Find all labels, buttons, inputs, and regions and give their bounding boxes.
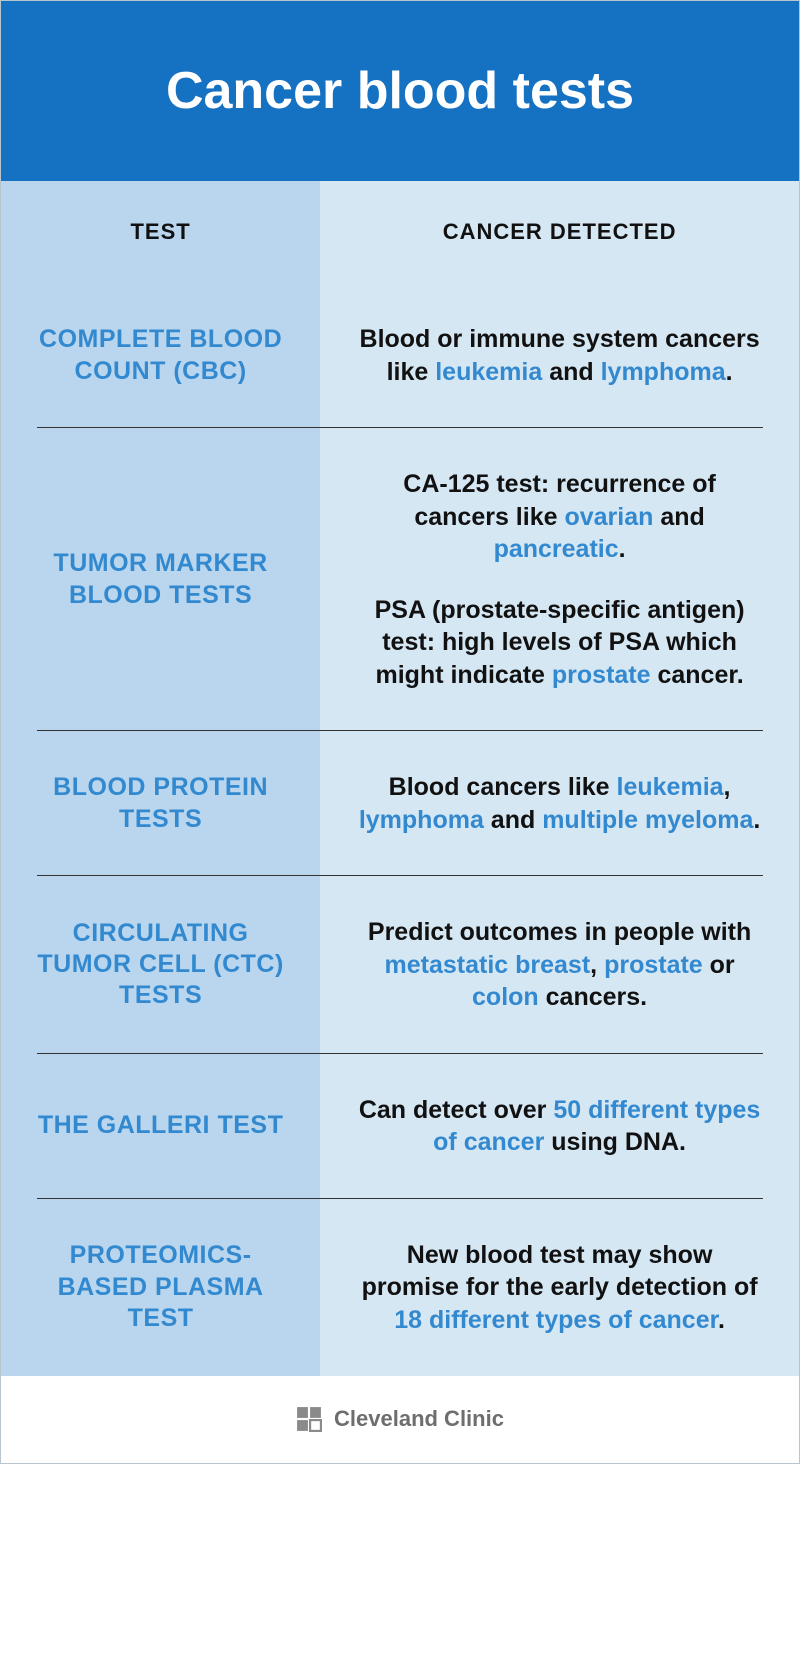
cancer-detected-text: CA-125 test: recurrence of cancers like … — [355, 468, 764, 566]
highlight-term: prostate — [552, 661, 651, 689]
highlight-term: metastatic breast — [385, 951, 591, 979]
tests-table: TEST CANCER DETECTED COMPLETE BLOOD COUN… — [1, 181, 799, 1376]
test-name: CIRCULATING TUMOR CELL (CTC) TESTS — [31, 918, 290, 1012]
col-header-detected: CANCER DETECTED — [320, 181, 799, 283]
highlight-term: colon — [472, 983, 539, 1011]
test-name-cell: THE GALLERI TEST — [1, 1054, 320, 1199]
footer: Cleveland Clinic — [1, 1376, 799, 1463]
header: Cancer blood tests — [1, 1, 799, 181]
table-header-row: TEST CANCER DETECTED — [1, 181, 799, 283]
highlight-term: multiple myeloma — [542, 806, 753, 834]
cleveland-clinic-logo-icon — [296, 1406, 322, 1432]
highlight-term: prostate — [604, 951, 703, 979]
test-name-cell: COMPLETE BLOOD COUNT (CBC) — [1, 283, 320, 428]
cancer-detected-text: New blood test may show promise for the … — [355, 1239, 764, 1337]
highlight-term: lymphoma — [359, 806, 484, 834]
table-row: PROTEOMICS-BASED PLASMA TEST New blood te… — [1, 1199, 799, 1377]
table-row: COMPLETE BLOOD COUNT (CBC) Blood or immun… — [1, 283, 799, 428]
test-name-cell: TUMOR MARKER BLOOD TESTS — [1, 428, 320, 731]
cancer-detected-cell: Blood or immune system cancers like leuk… — [320, 283, 799, 428]
test-name: BLOOD PROTEIN TESTS — [31, 772, 290, 835]
test-name: PROTEOMICS-BASED PLASMA TEST — [31, 1240, 290, 1334]
cancer-detected-cell: Can detect over 50 different types of ca… — [320, 1054, 799, 1199]
cancer-detected-text: Blood or immune system cancers like leuk… — [355, 323, 764, 388]
highlight-term: lymphoma — [601, 358, 726, 386]
highlight-term: ovarian — [564, 503, 653, 531]
cancer-detected-text: PSA (prostate-specific antigen) test: hi… — [355, 594, 764, 692]
table-row: TUMOR MARKER BLOOD TESTS CA-125 test: rec… — [1, 428, 799, 731]
cancer-detected-cell: Blood cancers like leukemia, lymphoma an… — [320, 731, 799, 876]
highlight-term: pancreatic — [494, 535, 619, 563]
test-name: COMPLETE BLOOD COUNT (CBC) — [31, 324, 290, 387]
cancer-detected-text: Blood cancers like leukemia, lymphoma an… — [355, 771, 764, 836]
cancer-detected-cell: New blood test may show promise for the … — [320, 1199, 799, 1377]
table-row: CIRCULATING TUMOR CELL (CTC) TESTS Predic… — [1, 876, 799, 1054]
footer-brand: Cleveland Clinic — [334, 1406, 504, 1432]
cancer-detected-text: Predict outcomes in people with metastat… — [355, 916, 764, 1014]
highlight-term: 18 different types of cancer — [394, 1306, 718, 1334]
highlight-term: leukemia — [617, 773, 724, 801]
cancer-detected-text: Can detect over 50 different types of ca… — [355, 1094, 764, 1159]
test-name: THE GALLERI TEST — [38, 1110, 284, 1141]
page-title: Cancer blood tests — [21, 61, 779, 121]
cancer-detected-cell: CA-125 test: recurrence of cancers like … — [320, 428, 799, 731]
table-row: THE GALLERI TEST Can detect over 50 diffe… — [1, 1054, 799, 1199]
test-name-cell: CIRCULATING TUMOR CELL (CTC) TESTS — [1, 876, 320, 1054]
highlight-term: leukemia — [435, 358, 542, 386]
test-name-cell: BLOOD PROTEIN TESTS — [1, 731, 320, 876]
table-row: BLOOD PROTEIN TESTS Blood cancers like le… — [1, 731, 799, 876]
infographic-container: Cancer blood tests TEST CANCER DETECTED … — [0, 0, 800, 1464]
col-header-test: TEST — [1, 181, 320, 283]
highlight-term: 50 different types of cancer — [433, 1096, 760, 1157]
test-name: TUMOR MARKER BLOOD TESTS — [31, 548, 290, 611]
test-name-cell: PROTEOMICS-BASED PLASMA TEST — [1, 1199, 320, 1377]
cancer-detected-cell: Predict outcomes in people with metastat… — [320, 876, 799, 1054]
